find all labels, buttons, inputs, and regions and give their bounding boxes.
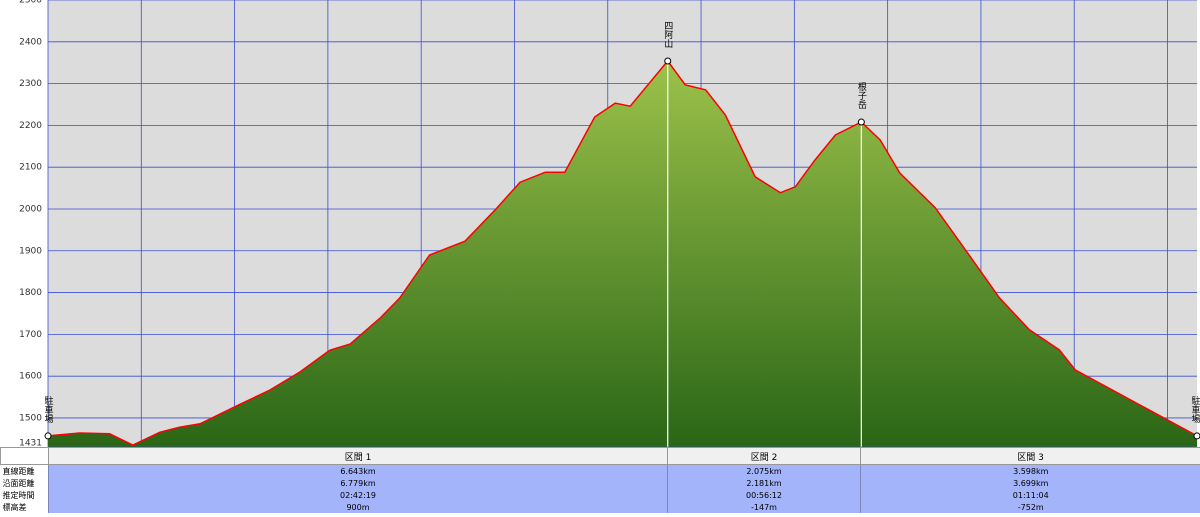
waypoint xyxy=(664,57,672,65)
waypoint-label: 四阿山 xyxy=(662,21,673,48)
cell: 00:56:12 xyxy=(667,489,861,501)
cell: 900m xyxy=(48,501,668,513)
row-label: 標高差 xyxy=(0,501,49,513)
cell: 3.598km xyxy=(860,464,1200,477)
cell: -147m xyxy=(667,501,861,513)
section-header: 区間 3 xyxy=(860,447,1200,465)
y-tick-label: 1500 xyxy=(19,413,42,423)
row-label: 推定時間 xyxy=(0,489,49,501)
cell: 01:11:04 xyxy=(860,489,1200,501)
header-row: 区間 1 区間 2 区間 3 xyxy=(0,447,1200,465)
y-tick-label: 1900 xyxy=(19,246,42,256)
y-tick-label: 2400 xyxy=(19,37,42,47)
waypoint xyxy=(44,432,52,440)
y-tick-label: 1700 xyxy=(19,330,42,340)
y-tick-label: 1800 xyxy=(19,288,42,298)
cell: 3.699km xyxy=(860,477,1200,489)
waypoint-label: 駐車場 xyxy=(43,395,54,424)
section-header: 区間 1 xyxy=(48,447,668,465)
data-row: 推定時間 02:42:19 00:56:12 01:11:04 xyxy=(0,489,1200,501)
row-label: 沿面距離 xyxy=(0,477,49,489)
corner xyxy=(0,447,49,465)
y-tick-label: 2000 xyxy=(19,204,42,214)
data-row: 直線距離 6.643km 2.075km 3.598km xyxy=(0,464,1200,477)
waypoint-label: 根子岳 xyxy=(856,81,867,110)
cell: 2.181km xyxy=(667,477,861,489)
section-header: 区間 2 xyxy=(667,447,861,465)
cell: 6.643km xyxy=(48,464,668,477)
cell: 2.075km xyxy=(667,464,861,477)
waypoint xyxy=(857,118,865,126)
cell: 6.779km xyxy=(48,477,668,489)
y-tick-label: 2200 xyxy=(19,121,42,131)
y-tick-label: 1600 xyxy=(19,372,42,382)
waypoint-label: 駐車場 xyxy=(1190,395,1200,424)
y-tick-label: 2100 xyxy=(19,163,42,173)
data-row: 沿面距離 6.779km 2.181km 3.699km xyxy=(0,477,1200,489)
waypoint xyxy=(1193,432,1200,440)
y-tick-label: 2300 xyxy=(19,79,42,89)
elevation-line xyxy=(47,59,1198,446)
cell: 02:42:19 xyxy=(48,489,668,501)
row-label: 直線距離 xyxy=(0,464,49,477)
y-tick-label: 1431 xyxy=(19,439,42,448)
elevation-area xyxy=(48,61,1197,447)
data-row: 標高差 900m -147m -752m xyxy=(0,501,1200,513)
chart: 1431 1500 1600 1700 1800 1900 2000 2100 2200 2300… xyxy=(19,0,1200,448)
cell: -752m xyxy=(860,501,1200,513)
summary-table: 区間 1 区間 2 区間 3 直線距離 6.643km 2.075km 3.598km 沿面距… xyxy=(0,447,1200,513)
y-tick-label: 2500 xyxy=(19,0,42,6)
